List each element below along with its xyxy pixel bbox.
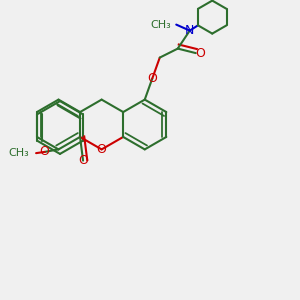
Text: O: O [39,146,49,158]
Text: N: N [185,24,194,37]
Text: O: O [97,143,106,156]
Text: CH₃: CH₃ [9,148,29,158]
Text: O: O [78,154,88,167]
Text: CH₃: CH₃ [150,20,171,30]
Text: O: O [147,72,157,85]
Text: O: O [195,46,205,60]
